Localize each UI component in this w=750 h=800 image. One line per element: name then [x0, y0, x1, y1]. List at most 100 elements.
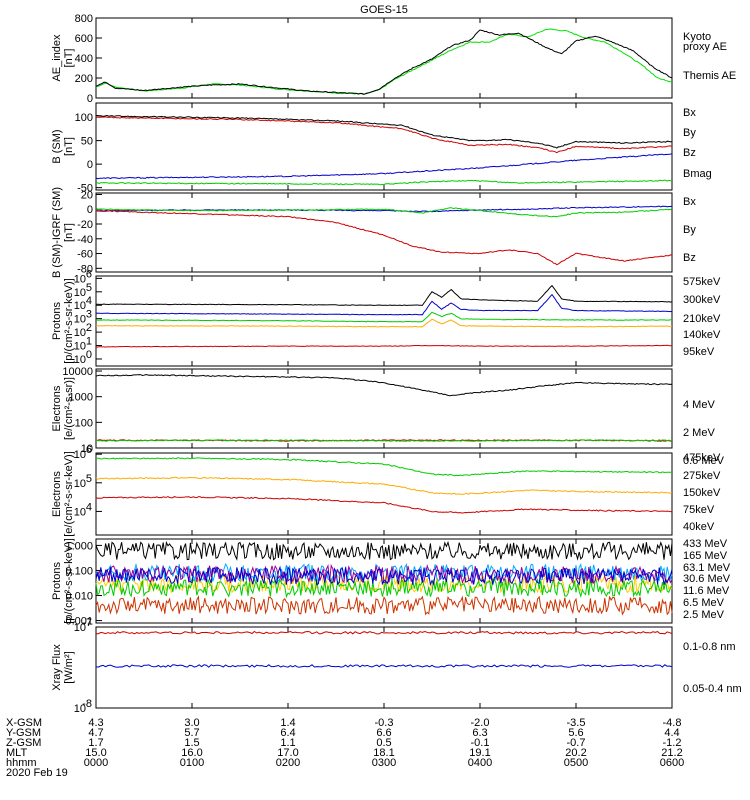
- legend-entry: 11.6 MeV: [683, 585, 730, 597]
- y-tick-label: 10: [74, 703, 86, 715]
- y-tick-label: 10: [74, 449, 86, 461]
- y-tick-label: 10000: [62, 366, 93, 378]
- ephemeris-cell: 0600: [660, 757, 684, 769]
- legend-entry: Bx: [683, 196, 696, 208]
- y-axis-label: [nT]: [63, 223, 75, 242]
- series-by: [95, 179, 673, 186]
- legend-entry: 150keV: [683, 487, 721, 499]
- y-tick-label: 0: [87, 93, 93, 105]
- y-tick-label: 100: [75, 112, 93, 124]
- y-tick-label: 800: [75, 13, 93, 25]
- y-tick-label: -20: [77, 219, 93, 231]
- ephemeris-cell: 3.0: [184, 717, 199, 729]
- y-tick-exponent: 0: [86, 349, 92, 361]
- y-tick-exponent: 2: [86, 322, 92, 334]
- ephemeris-cell: -4.8: [663, 717, 682, 729]
- series-bmag: [96, 114, 673, 149]
- series-140kev: [95, 293, 673, 316]
- series-210kev: [95, 311, 673, 323]
- legend-entry: Bmag: [683, 168, 712, 180]
- y-tick-label: 600: [75, 33, 93, 45]
- legend-entry: 6.5 MeV: [683, 597, 725, 609]
- y-axis-label: Protons: [51, 302, 63, 340]
- ephemeris-cell: -0.3: [375, 717, 394, 729]
- y-axis-label: [e/(cm²-s-sr)]: [63, 377, 75, 440]
- y-tick-label: 400: [75, 53, 93, 65]
- ephemeris-cell: 16.0: [181, 747, 202, 759]
- panel-b_sm: 100 50 0 -50 B (SM) [nT] Bx By Bz Bmag: [51, 102, 712, 195]
- y-tick-label: 10: [74, 300, 86, 312]
- ephemeris-cell: 1.1: [280, 737, 295, 749]
- y-tick-exponent: 1: [86, 336, 92, 348]
- series-themis-ae: [95, 29, 673, 95]
- legend-entry: 63.1 MeV: [683, 562, 731, 574]
- y-tick-label: 1000: [69, 392, 93, 404]
- series-95kev: [95, 284, 673, 307]
- y-tick-label: 10: [74, 354, 86, 366]
- series-4-mev: [95, 439, 673, 442]
- ephemeris-cell: 0400: [468, 757, 492, 769]
- ephemeris-cell: 0000: [84, 757, 108, 769]
- ephemeris-row-label: Y-GSM: [6, 727, 41, 739]
- legend-entry: 0.1-0.8 nm: [683, 641, 736, 653]
- ephemeris-cell: 18.1: [373, 747, 394, 759]
- legend-entry: 475keV: [683, 452, 721, 464]
- y-axis-label: B (SM): [51, 129, 63, 163]
- legend-entry: 140keV: [683, 329, 721, 341]
- y-tick-label: 10: [74, 327, 86, 339]
- ephemeris-cell: 15.0: [85, 747, 106, 759]
- panel-frame: [95, 452, 673, 536]
- ephemeris-cell: 19.1: [469, 747, 490, 759]
- series-275kev: [95, 476, 673, 495]
- series-0-1-0-8-nm: [95, 630, 673, 635]
- panel-frame: [95, 192, 673, 273]
- series-475kev: [95, 496, 673, 514]
- y-tick-label: 10: [74, 273, 86, 285]
- ephemeris-cell: 4.7: [88, 727, 103, 739]
- y-tick-label: 0: [87, 159, 93, 171]
- series-433-mev: [95, 540, 673, 561]
- ephemeris-cell: 0.5: [376, 737, 391, 749]
- series-bx: [95, 153, 673, 180]
- legend-entry: 40keV: [683, 521, 715, 533]
- y-axis-label: [nT]: [63, 49, 75, 68]
- y-axis-label: Protons: [51, 562, 63, 600]
- ephemeris-cell: 5.6: [568, 727, 583, 739]
- ephemeris-cell: 17.0: [277, 747, 298, 759]
- y-axis-label: Electrons: [51, 471, 63, 517]
- y-tick-label: 10: [74, 314, 86, 326]
- y-axis-label: [W/m²]: [63, 651, 75, 683]
- legend-entry: Bz: [683, 147, 696, 159]
- legend-entry: 575keV: [683, 276, 721, 288]
- legend-entry: 2.5 MeV: [683, 609, 725, 621]
- y-tick-label: -40: [77, 234, 93, 246]
- legend-entry: 30.6 MeV: [683, 573, 731, 585]
- y-tick-label: 1.000: [65, 540, 93, 552]
- series-0-05-0-4-nm: [95, 664, 673, 668]
- y-tick-label: 0.100: [65, 565, 93, 577]
- legend-entry: 95keV: [683, 346, 715, 358]
- series-575kev: [95, 344, 673, 348]
- legend-entry: 210keV: [683, 313, 721, 325]
- series-150kev: [95, 457, 673, 477]
- ephemeris-row-label: X-GSM: [6, 717, 42, 729]
- legend-entry: Bx: [683, 107, 696, 119]
- y-tick-exponent: 4: [86, 501, 92, 513]
- legend-entry: By: [683, 127, 696, 139]
- series-300kev: [95, 318, 673, 328]
- ephemeris-cell: 6.6: [376, 727, 391, 739]
- ephemeris-cell: 20.2: [565, 747, 586, 759]
- y-axis-label: B (SM)-IGRF (SM): [51, 187, 63, 278]
- ephemeris-cell: 6.4: [280, 727, 295, 739]
- ephemeris-row-label: MLT: [6, 747, 27, 759]
- legend-entry: Themis AE: [683, 70, 736, 82]
- y-tick-label: 20: [81, 189, 93, 201]
- y-tick-exponent: 5: [86, 282, 92, 294]
- series-by: [96, 207, 673, 218]
- legend-entry: Kyoto: [683, 31, 711, 43]
- ephemeris-cell: -1.2: [663, 737, 682, 749]
- legend-entry: 275keV: [683, 470, 721, 482]
